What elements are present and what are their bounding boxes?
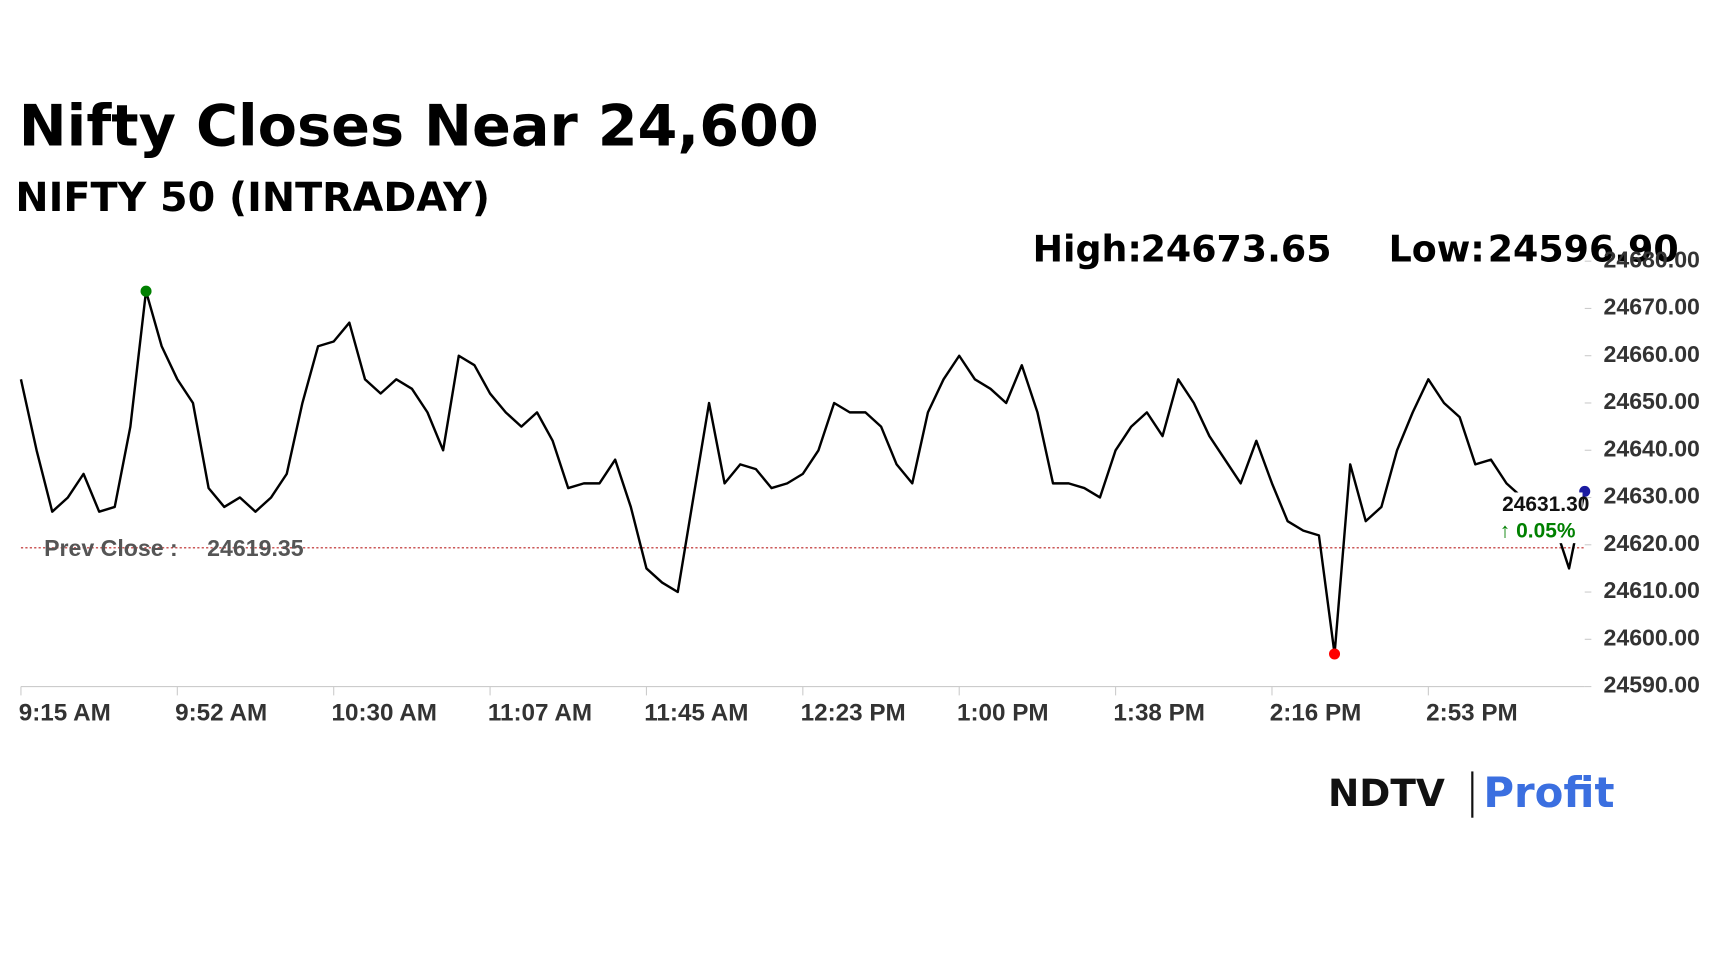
- low-marker: [1329, 648, 1341, 660]
- low-value: 24596.90: [1488, 227, 1679, 270]
- x-tick-label: 9:15 AM: [19, 700, 111, 727]
- high-marker: [140, 285, 152, 297]
- x-tick-label: 1:38 PM: [1113, 700, 1205, 727]
- brand-ndtv: NDTV: [1328, 771, 1445, 815]
- y-tick-label: 24670.00: [1603, 294, 1699, 320]
- y-tick-label: 24660.00: [1603, 341, 1699, 367]
- high-value: 24673.65: [1141, 227, 1332, 270]
- x-tick-label: 1:00 PM: [957, 700, 1049, 727]
- change-value: ↑ 0.05%: [1500, 520, 1576, 543]
- prev-close-label: Prev Close :: [44, 535, 178, 561]
- chart-title: Nifty Closes Near 24,600: [19, 93, 819, 160]
- chart-subtitle: NIFTY 50 (INTRADAY): [15, 175, 490, 221]
- x-tick-label: 11:45 AM: [644, 700, 748, 727]
- x-tick-label: 11:07 AM: [488, 700, 592, 727]
- brand-profit: Profit: [1483, 768, 1614, 817]
- prev-close-value: 24619.35: [207, 535, 304, 561]
- price-line: [19, 289, 1586, 656]
- low-label: Low:: [1389, 227, 1485, 270]
- y-tick-label: 24600.00: [1603, 624, 1699, 650]
- x-tick-label: 9:52 AM: [175, 700, 267, 727]
- y-tick-label: 24610.00: [1603, 577, 1699, 603]
- y-tick-label: 24590.00: [1603, 672, 1699, 698]
- y-tick-label: 24640.00: [1603, 435, 1699, 461]
- high-label: High:: [1033, 227, 1142, 270]
- last-box: [1496, 492, 1583, 544]
- x-tick-label: 2:16 PM: [1270, 700, 1362, 727]
- last-value: 24631.30: [1502, 493, 1589, 516]
- x-tick-label: 10:30 AM: [331, 700, 437, 727]
- y-tick-label: 24620.00: [1603, 530, 1699, 556]
- x-tick-label: 12:23 PM: [801, 700, 906, 727]
- y-tick-label: 24650.00: [1603, 388, 1699, 414]
- y-tick-label: 24630.00: [1603, 483, 1699, 509]
- x-tick-label: 2:53 PM: [1426, 700, 1518, 727]
- y-tick-label: 24680.00: [1603, 246, 1699, 272]
